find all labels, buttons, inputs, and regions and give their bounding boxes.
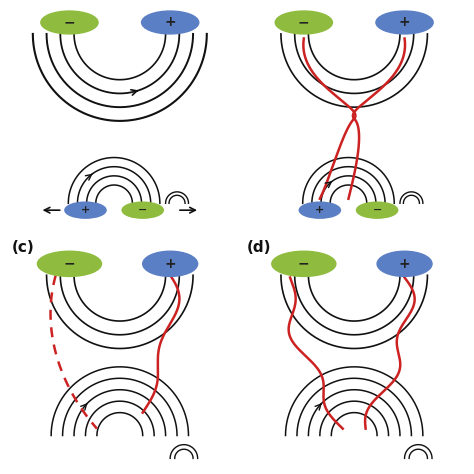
Ellipse shape xyxy=(299,202,340,218)
Ellipse shape xyxy=(142,11,199,34)
Text: −: − xyxy=(64,16,75,29)
Text: −: − xyxy=(64,257,75,271)
Ellipse shape xyxy=(143,251,198,276)
Ellipse shape xyxy=(376,11,433,34)
Text: +: + xyxy=(399,257,410,271)
Ellipse shape xyxy=(275,11,332,34)
Text: (c): (c) xyxy=(12,240,35,255)
Text: −: − xyxy=(298,257,310,271)
Text: −: − xyxy=(298,16,310,29)
Ellipse shape xyxy=(272,251,336,276)
Text: +: + xyxy=(399,16,410,29)
Ellipse shape xyxy=(356,202,398,218)
Ellipse shape xyxy=(37,251,101,276)
Ellipse shape xyxy=(377,251,432,276)
Text: +: + xyxy=(315,205,325,215)
Text: +: + xyxy=(81,205,90,215)
Text: +: + xyxy=(164,16,176,29)
Ellipse shape xyxy=(41,11,98,34)
Ellipse shape xyxy=(122,202,164,218)
Ellipse shape xyxy=(65,202,106,218)
Text: −: − xyxy=(138,205,147,215)
Text: +: + xyxy=(164,257,176,271)
Text: −: − xyxy=(373,205,382,215)
Text: (d): (d) xyxy=(246,240,271,255)
